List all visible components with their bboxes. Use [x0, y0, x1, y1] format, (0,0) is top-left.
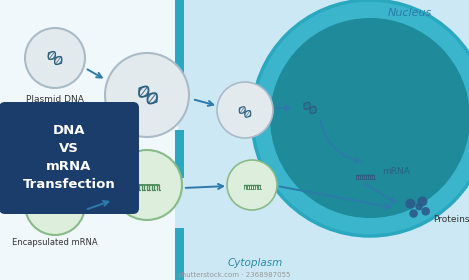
Text: Proteins: Proteins: [433, 216, 469, 225]
Circle shape: [416, 203, 423, 211]
Text: Encapsulated mRNA: Encapsulated mRNA: [12, 238, 98, 247]
Circle shape: [25, 175, 85, 235]
Text: Plasmid DNA: Plasmid DNA: [26, 95, 84, 104]
Bar: [175, 0, 184, 90]
FancyBboxPatch shape: [0, 102, 139, 214]
Text: Cytoplasm: Cytoplasm: [227, 258, 283, 268]
Text: shutterstock.com · 2368987055: shutterstock.com · 2368987055: [178, 272, 291, 278]
Text: Nucleus: Nucleus: [388, 8, 432, 18]
Circle shape: [227, 160, 277, 210]
Circle shape: [422, 207, 430, 216]
Circle shape: [417, 196, 427, 206]
Bar: [175, 178, 184, 228]
Circle shape: [105, 53, 189, 137]
Bar: [175, 130, 184, 280]
Circle shape: [270, 18, 469, 218]
Text: DNA
VS
mRNA
Transfection: DNA VS mRNA Transfection: [23, 125, 115, 192]
Circle shape: [405, 199, 416, 209]
Bar: [175, 178, 184, 228]
Circle shape: [112, 150, 182, 220]
Circle shape: [25, 28, 85, 88]
Bar: [178, 0, 469, 280]
Circle shape: [217, 82, 273, 138]
Circle shape: [409, 209, 418, 218]
Circle shape: [252, 0, 469, 236]
Text: mRNA: mRNA: [382, 167, 410, 176]
